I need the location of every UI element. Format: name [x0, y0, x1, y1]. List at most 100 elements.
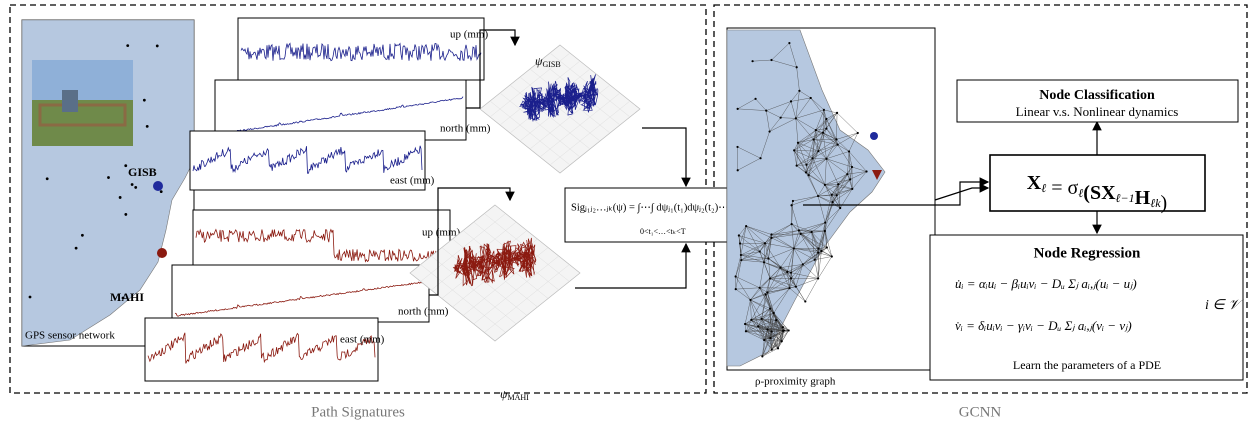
formula-subscript: ℓ−1 [1116, 191, 1135, 205]
graph-node [793, 149, 795, 151]
graph-node [811, 157, 813, 159]
regression-note: Learn the parameters of a PDE [1013, 358, 1161, 372]
graph-node [790, 272, 792, 274]
graph-node [808, 174, 810, 176]
domain: i ∈ 𝒱 [1205, 298, 1244, 313]
graph-node [788, 42, 790, 44]
plot-label: east (mm) [390, 175, 435, 187]
graph-node [759, 287, 761, 289]
sensor-dot [131, 183, 134, 186]
arrow [935, 188, 988, 200]
formula-part: (SX [1083, 182, 1116, 204]
graph-node [817, 277, 819, 279]
graph-node [815, 129, 817, 131]
sensor-map [22, 20, 194, 346]
graph-node [839, 207, 841, 209]
graph-node [837, 183, 839, 185]
graph-node [764, 293, 766, 295]
graph-node [788, 329, 790, 331]
graph-node [851, 166, 853, 168]
graph-node [766, 328, 768, 330]
graph-node [835, 138, 837, 140]
station-marker [157, 248, 167, 258]
graph-node [824, 184, 826, 186]
sensor-dot [134, 186, 137, 189]
graph-node [849, 178, 851, 180]
graph-node [759, 250, 761, 252]
graph-node [765, 110, 767, 112]
sensor-dot [107, 176, 110, 179]
graph-node [836, 112, 838, 114]
graph-node [770, 233, 772, 235]
graph-node [735, 275, 737, 277]
graph-node [779, 267, 781, 269]
signature-limits: 0<t₁<…<tₖ<T [640, 227, 686, 236]
graph-node [759, 157, 761, 159]
sensor-dot [29, 296, 32, 299]
sensor-dot [124, 213, 127, 216]
graph-node [824, 230, 826, 232]
graph-node [826, 246, 828, 248]
graph-node [782, 326, 784, 328]
graph-node [848, 150, 850, 152]
graph-node [837, 144, 839, 146]
graph-node [792, 200, 794, 202]
graph-node [791, 223, 793, 225]
station-label: MAHI [110, 290, 144, 304]
station-label: GISB [128, 165, 157, 179]
graph-node [769, 337, 771, 339]
graph-node [781, 340, 783, 342]
graph-node [738, 234, 740, 236]
sensor-dot [156, 45, 159, 48]
graph-node [796, 165, 798, 167]
plot-frame [172, 265, 429, 322]
graph-node [735, 288, 737, 290]
graph-node [796, 66, 798, 68]
graph-node [851, 188, 853, 190]
graph-node [769, 277, 771, 279]
graph-node [797, 142, 799, 144]
graph-node [782, 330, 784, 332]
graph-node [744, 323, 746, 325]
graph-node [817, 247, 819, 249]
graph-node [800, 233, 802, 235]
graph-node [831, 255, 833, 257]
graph-node [766, 291, 768, 293]
graph-node [798, 90, 800, 92]
graph-node [780, 117, 782, 119]
sensor-dot [160, 190, 163, 193]
graph-node [820, 250, 822, 252]
graph-node [736, 146, 738, 148]
graph-node [767, 257, 769, 259]
graph-node [761, 318, 763, 320]
graph-node [786, 271, 788, 273]
graph-node [751, 60, 753, 62]
plot-label: up (mm) [422, 227, 461, 239]
arrow [575, 244, 686, 288]
station-marker [870, 132, 878, 140]
graph-node [740, 254, 742, 256]
graph-node [836, 194, 838, 196]
graph-node [737, 169, 739, 171]
graph-node [810, 97, 812, 99]
graph-node [846, 173, 848, 175]
graph-node [775, 319, 777, 321]
graph-node [745, 225, 747, 227]
graph-node [770, 330, 772, 332]
graph-node [798, 229, 800, 231]
graph-node [823, 109, 825, 111]
graph-node [817, 150, 819, 152]
panel-caption: Path Signatures [311, 404, 405, 420]
graph-node [749, 299, 751, 301]
sensor-dot [124, 164, 127, 167]
embedding-subscript: MAHI [507, 393, 529, 402]
regression-title: Node Regression [1034, 245, 1141, 261]
graph-node [795, 117, 797, 119]
sensor-dot [146, 125, 149, 128]
graph-node [865, 170, 867, 172]
plot-label: east (mm) [340, 334, 385, 346]
graph-node [740, 259, 742, 261]
graph-node [768, 130, 770, 132]
graph-node [831, 201, 833, 203]
graph-node [825, 158, 827, 160]
